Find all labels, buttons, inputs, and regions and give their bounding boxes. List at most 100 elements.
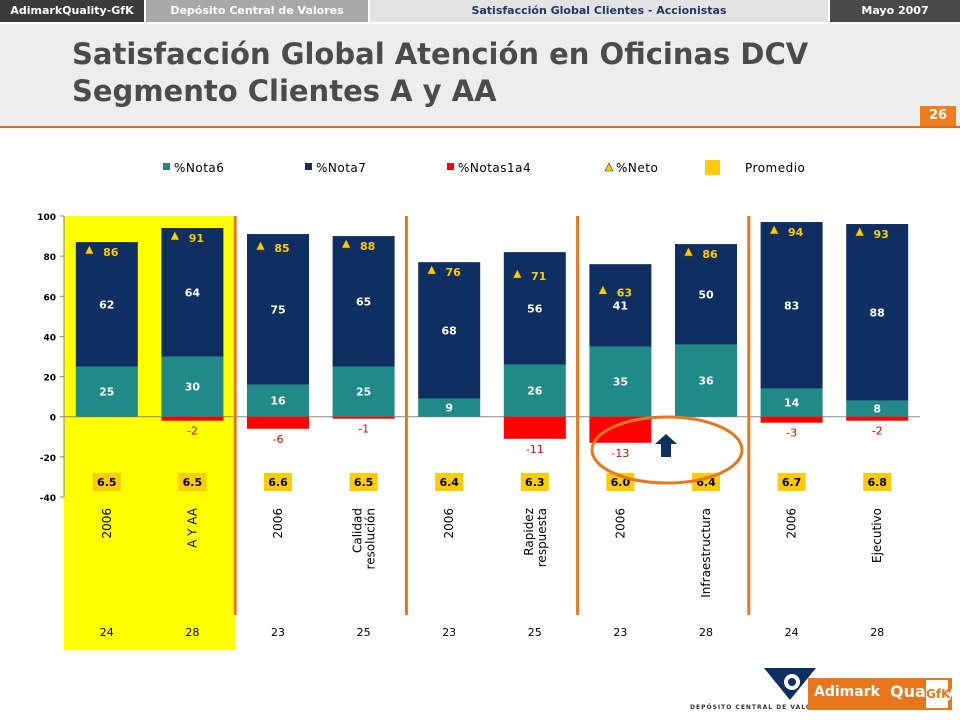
label-nota7: 56 xyxy=(527,302,543,315)
promedio-box xyxy=(349,473,378,491)
logo-adimark: Adimark xyxy=(814,684,880,700)
dcv-logo xyxy=(760,664,850,716)
bar-nota6 xyxy=(846,400,909,417)
label-neto: 85 xyxy=(274,242,289,255)
label-notas1a4: -2 xyxy=(187,425,198,438)
base-count: 24 xyxy=(100,626,114,639)
label-nota6: 25 xyxy=(356,386,371,399)
bar-nota7 xyxy=(760,222,823,389)
category-label: A Y AA xyxy=(185,507,199,548)
legend-label: %Notas1a4 xyxy=(458,161,531,175)
category-label: Infraestructura xyxy=(699,508,713,598)
dcv-logo-text: DEPÓSITO CENTRAL DE VALORES xyxy=(690,704,829,711)
label-neto: 94 xyxy=(788,226,804,239)
promedio-value: 6.3 xyxy=(525,476,545,489)
category-label: 2006 xyxy=(271,508,285,539)
label-notas1a4: -13 xyxy=(611,447,629,460)
label-nota6: 26 xyxy=(527,385,543,398)
y-tick-label: 80 xyxy=(43,253,56,263)
base-count: 24 xyxy=(785,626,799,639)
label-neto: 93 xyxy=(874,228,889,241)
page-title: Satisfacción Global Atención en Oficinas… xyxy=(72,36,808,110)
label-nota6: 14 xyxy=(784,397,800,410)
bar-notas1a4 xyxy=(247,416,309,429)
category-label: Ejecutivo xyxy=(870,508,884,563)
neto-marker xyxy=(255,240,266,251)
base-count: 23 xyxy=(613,626,627,639)
base-count: 23 xyxy=(442,626,456,639)
category-label: resolución xyxy=(364,508,378,569)
category-label: Rapidez xyxy=(522,508,536,556)
y-tick-label: -40 xyxy=(40,494,56,504)
dcv-logo-mark xyxy=(764,668,816,700)
label-nota7: 41 xyxy=(613,299,628,312)
label-neto: 71 xyxy=(531,270,546,283)
bar-notas1a4 xyxy=(846,416,909,421)
y-tick-label: 100 xyxy=(37,213,56,223)
category-label: 2006 xyxy=(785,508,799,539)
legend-swatch xyxy=(447,163,454,170)
label-nota7: 88 xyxy=(870,306,885,319)
label-neto: 91 xyxy=(189,232,204,245)
legend-swatch xyxy=(705,160,720,175)
category-label: 2006 xyxy=(442,508,456,539)
top-bar: AdimarkQuality-GfK Depósito Central de V… xyxy=(0,0,960,24)
label-nota6: 16 xyxy=(270,395,286,408)
promedio-value: 6.6 xyxy=(268,476,288,489)
label-neto: 76 xyxy=(446,266,462,279)
bar-nota6 xyxy=(418,398,481,417)
label-nota7: 65 xyxy=(356,295,371,308)
legend-marker xyxy=(604,162,614,172)
label-nota6: 9 xyxy=(445,402,453,415)
label-neto: 86 xyxy=(702,248,718,261)
bar-nota7 xyxy=(332,236,395,367)
label-nota6: 25 xyxy=(99,386,114,399)
date-label: Mayo 2007 xyxy=(830,0,960,22)
promedio-value: 6.4 xyxy=(439,476,459,489)
label-nota7: 83 xyxy=(784,299,799,312)
legend-label: %Neto xyxy=(616,161,658,175)
promedio-value: 6.5 xyxy=(183,476,203,489)
bar-nota6 xyxy=(589,346,652,417)
y-tick-label: 40 xyxy=(43,333,56,343)
up-arrow-icon xyxy=(655,434,677,457)
category-label: 2006 xyxy=(100,508,114,539)
promedio-box xyxy=(863,473,892,491)
label-neto: 63 xyxy=(617,286,632,299)
label-neto: 86 xyxy=(103,246,119,259)
label-notas1a4: -1 xyxy=(358,423,369,436)
header-band xyxy=(0,24,960,128)
bar-nota7 xyxy=(503,252,566,365)
neto-marker xyxy=(683,246,694,257)
bar-nota7 xyxy=(589,264,652,347)
base-count: 28 xyxy=(870,626,884,639)
bar-nota6 xyxy=(75,366,138,417)
bar-nota6 xyxy=(760,388,823,417)
y-tick-label: 0 xyxy=(50,414,56,424)
bar-notas1a4 xyxy=(589,416,652,443)
brand-label: AdimarkQuality-GfK xyxy=(0,0,144,22)
label-notas1a4: -11 xyxy=(526,443,544,456)
neto-marker xyxy=(426,264,437,275)
label-notas1a4: -3 xyxy=(786,427,797,440)
bar-nota6 xyxy=(675,344,737,417)
bar-nota6 xyxy=(332,366,395,417)
label-nota7: 64 xyxy=(185,286,201,299)
promedio-box xyxy=(178,473,207,491)
promedio-box xyxy=(92,473,121,491)
category-label: 2006 xyxy=(613,508,627,539)
logo-gfk: GfK xyxy=(926,680,950,708)
category-label: respuesta xyxy=(535,508,549,567)
base-count: 28 xyxy=(699,626,713,639)
neto-marker xyxy=(169,230,180,241)
label-neto: 88 xyxy=(360,240,375,253)
label-nota6: 30 xyxy=(185,381,201,394)
neto-marker xyxy=(854,226,865,237)
neto-marker xyxy=(341,238,352,249)
bar-notas1a4 xyxy=(161,416,224,421)
bar-nota6 xyxy=(161,356,224,417)
neto-marker xyxy=(597,284,608,295)
bar-nota7 xyxy=(75,242,138,367)
base-count: 25 xyxy=(357,626,371,639)
promedio-box xyxy=(777,473,806,491)
